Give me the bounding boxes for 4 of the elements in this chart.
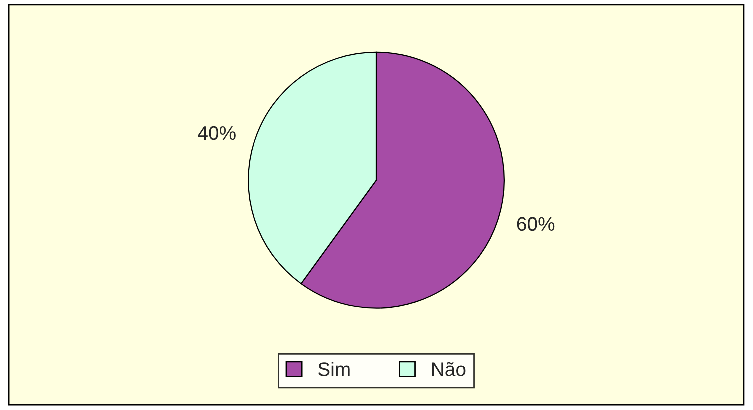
data-label: 40% [198,126,236,140]
data-label: 60% [517,217,555,232]
legend-label: Sim [318,362,350,376]
legend-label: Não [432,362,466,376]
